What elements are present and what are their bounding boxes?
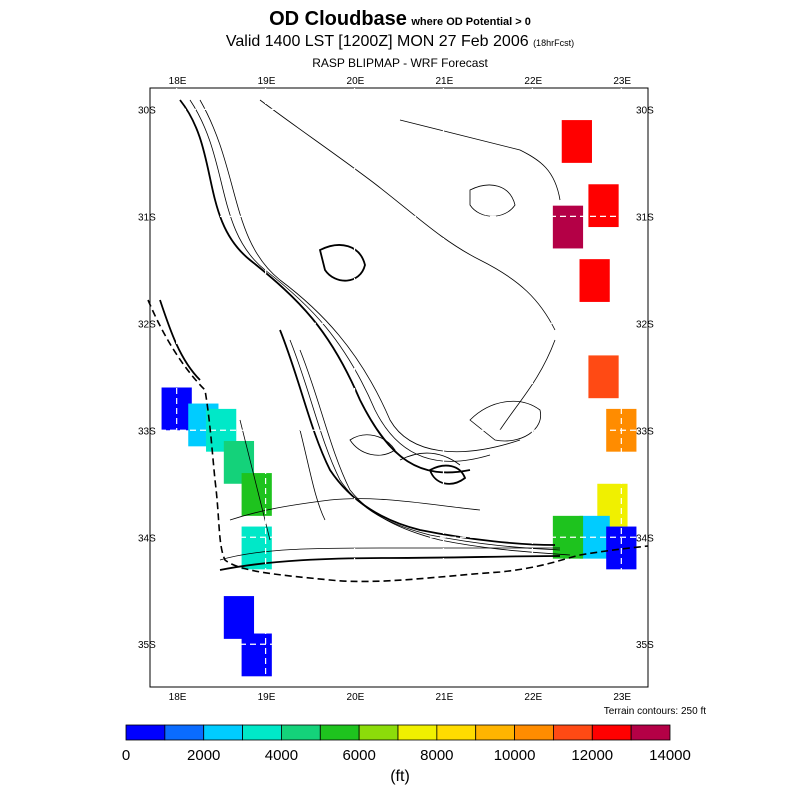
- cloudbase-shading: [161, 120, 637, 677]
- coastline: [147, 299, 649, 583]
- lon-label-top: 21E: [435, 76, 453, 87]
- terrain-contour-line: [219, 555, 561, 571]
- terrain-contour-line: [239, 419, 271, 541]
- chart-subtitle: RASP BLIPMAP - WRF Forecast: [312, 56, 488, 70]
- lat-label-left: 35S: [138, 640, 156, 651]
- coastline-path: [147, 299, 649, 583]
- cloudbase-cell: [588, 184, 619, 228]
- lon-label-top: 19E: [258, 76, 276, 87]
- cloudbase-cell: [561, 120, 592, 163]
- terrain-contour-line: [289, 339, 561, 551]
- cloudbase-cell: [241, 633, 272, 677]
- terrain-contour-line: [299, 429, 326, 521]
- lat-label-right: 30S: [636, 105, 654, 116]
- lat-label-right: 31S: [636, 212, 654, 223]
- lat-label-left: 32S: [138, 319, 156, 330]
- terrain-contour-line: [229, 498, 481, 521]
- lat-label-left: 31S: [138, 212, 156, 223]
- lat-label-right: 32S: [636, 319, 654, 330]
- lon-label-bottom: 20E: [347, 692, 365, 703]
- terrain-contour-line: [349, 434, 396, 456]
- terrain-contour-line: [318, 244, 366, 282]
- terrain-contour-line: [399, 452, 461, 466]
- lat-label-left: 30S: [138, 105, 156, 116]
- forecast-hours: (18hrFcst): [533, 38, 575, 48]
- lat-label-left: 33S: [138, 426, 156, 437]
- colorbar-units: (ft): [390, 768, 410, 785]
- terrain-contour-line: [279, 329, 556, 546]
- lat-label-left: 34S: [138, 533, 156, 544]
- terrain-contour-line: [219, 547, 560, 561]
- lon-label-top: 23E: [613, 76, 631, 87]
- chart-title: OD Cloudbase where OD Potential > 0: [0, 8, 800, 31]
- lon-label-bottom: 21E: [435, 692, 453, 703]
- lat-lon-labels: 18E 19E 20E 21E 22E 23E 18E 19E 20E 21E 22E 23E 30S 3…: [138, 76, 654, 703]
- title-main: OD Cloudbase: [269, 8, 407, 30]
- cloudbase-cell: [241, 526, 272, 570]
- terrain-contour-note: Terrain contours: 250 ft: [603, 706, 706, 717]
- cloudbase-cell: [241, 473, 272, 516]
- terrain-contour-line: [399, 119, 561, 201]
- terrain-contours: [159, 99, 571, 571]
- cloudbase-cell: [223, 596, 255, 639]
- cloudbase-cell: [552, 205, 584, 249]
- lon-label-top: 20E: [347, 76, 365, 87]
- lon-label-bottom: 19E: [258, 692, 276, 703]
- terrain-contour-line: [259, 99, 556, 331]
- terrain-contour-line: [469, 184, 516, 217]
- lon-label-bottom: 22E: [524, 692, 542, 703]
- terrain-contour-line: [299, 349, 571, 556]
- valid-text: Valid 1400 LST [1200Z] MON 27 Feb 2006: [225, 33, 529, 50]
- valid-time: Valid 1400 LST [1200Z] MON 27 Feb 2006 (…: [0, 33, 800, 51]
- cloudbase-cell: [588, 355, 619, 399]
- lat-label-right: 33S: [636, 426, 654, 437]
- lon-label-bottom: 23E: [613, 692, 631, 703]
- lon-label-bottom: 18E: [169, 692, 187, 703]
- terrain-contour-line: [199, 99, 521, 453]
- lat-label-right: 34S: [636, 533, 654, 544]
- cloudbase-cell: [579, 259, 610, 302]
- lon-label-top: 22E: [524, 76, 542, 87]
- cloudbase-cell: [552, 515, 584, 559]
- terrain-contour-line: [499, 339, 556, 431]
- lon-label-top: 18E: [169, 76, 187, 87]
- lat-label-right: 35S: [636, 640, 654, 651]
- title-condition: where OD Potential > 0: [411, 16, 531, 28]
- graticule: [150, 88, 648, 687]
- terrain-contour-line: [428, 464, 467, 485]
- terrain-contour-line: [469, 400, 541, 442]
- terrain-contour-line: [189, 99, 491, 462]
